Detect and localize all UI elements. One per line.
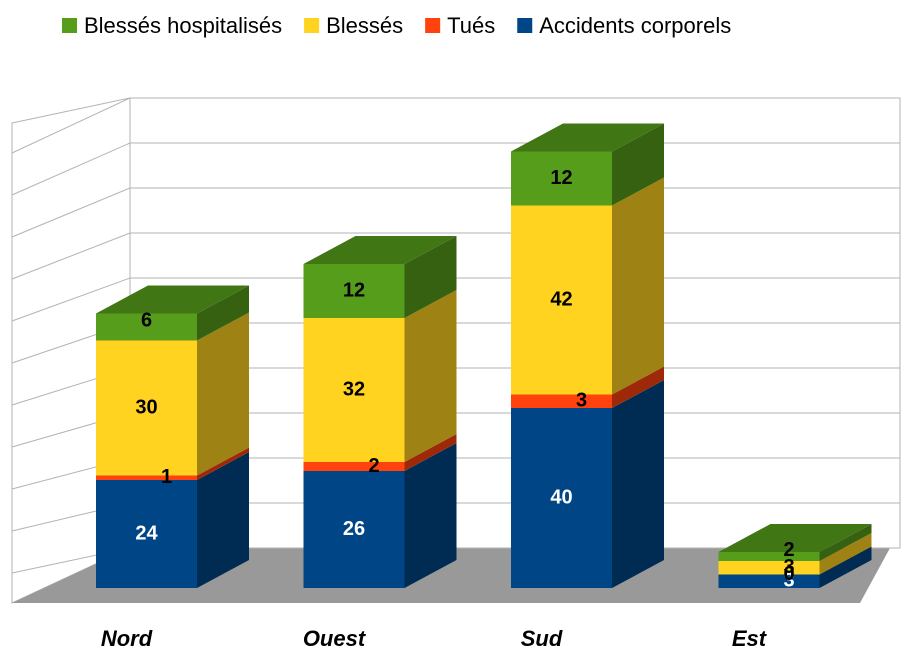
bar-side [612, 177, 664, 395]
value-label: 2 [368, 455, 379, 477]
legend-label: Blessés hospitalisés [84, 13, 282, 38]
bar-front [96, 480, 197, 588]
bar-front [511, 408, 612, 588]
bar-side [404, 236, 457, 318]
legend-swatch [304, 18, 320, 33]
value-label: 26 [343, 518, 365, 540]
bar-side [197, 312, 249, 476]
bar-side [404, 443, 457, 588]
value-label: 3 [783, 556, 794, 578]
bar-top [303, 236, 457, 264]
value-label: 30 [135, 396, 157, 418]
bar-side [197, 452, 249, 588]
bar-front [96, 313, 197, 341]
value-label: 1 [161, 466, 172, 488]
grid-line [11, 187, 131, 238]
bar-front [511, 394, 612, 408]
bar-top [96, 285, 249, 314]
legend-label: Accidents corporels [539, 13, 731, 38]
value-label: 40 [550, 486, 572, 508]
grid-line [11, 277, 131, 322]
bar-front [96, 475, 197, 480]
bar-side [197, 285, 249, 341]
legend-label: Blessés [326, 13, 403, 38]
grid-line [11, 142, 131, 196]
bar-front [718, 561, 820, 575]
legend-swatch [425, 18, 441, 33]
value-label: 32 [343, 378, 365, 400]
bar-front [511, 151, 612, 206]
bar-front [96, 340, 197, 476]
bar-top [511, 123, 664, 152]
bar-side [197, 447, 249, 480]
legend-label: Tués [447, 13, 495, 38]
bar-side [404, 290, 457, 462]
grid-line [11, 97, 131, 154]
x-tick-label: Sud [521, 626, 563, 649]
x-tick-label: Nord [101, 626, 153, 649]
legend-swatch [517, 18, 533, 33]
bar-front [303, 471, 405, 588]
x-tick-label: Est [732, 626, 768, 649]
bar-side [819, 533, 872, 575]
bar-front [718, 574, 820, 588]
x-tick-label: Ouest [303, 626, 367, 649]
value-label: 3 [576, 390, 587, 412]
bar-top [718, 524, 872, 552]
bar-front [718, 552, 820, 561]
bar-front [511, 205, 612, 395]
value-label: 2 [783, 539, 794, 561]
bar-side [404, 434, 457, 471]
value-label: 6 [141, 309, 152, 331]
bar-front [303, 318, 405, 462]
value-label: 24 [135, 522, 158, 544]
bar-side [819, 546, 872, 588]
bar-side [612, 366, 664, 408]
value-label: 3 [783, 570, 794, 592]
value-label: 12 [550, 167, 572, 189]
grid-line [11, 232, 131, 280]
bar-side [819, 524, 872, 561]
bar-side [612, 380, 664, 588]
value-label: 42 [550, 288, 572, 310]
legend-swatch [62, 18, 77, 33]
value-label: 0 [783, 563, 794, 585]
bar-side [612, 123, 664, 206]
bar-front [303, 264, 405, 318]
value-label: 12 [343, 279, 365, 301]
bar-front [303, 462, 405, 471]
